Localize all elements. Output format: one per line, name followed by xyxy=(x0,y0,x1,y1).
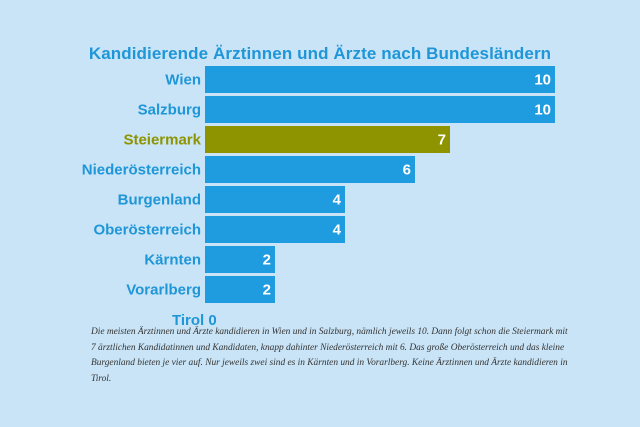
chart-caption: Die meisten Ärztinnen und Ärzte kandidie… xyxy=(91,327,568,384)
category-label: Steiermark xyxy=(123,132,201,149)
category-label: Niederösterreich xyxy=(82,162,201,179)
bar xyxy=(205,66,555,93)
bar xyxy=(205,186,345,213)
bar xyxy=(205,276,275,303)
value-label: 2 xyxy=(263,282,271,299)
category-label: Wien xyxy=(165,72,201,89)
bar xyxy=(205,96,555,123)
value-label: 7 xyxy=(438,132,446,149)
value-label: 10 xyxy=(534,102,551,119)
category-label: Salzburg xyxy=(138,102,201,119)
bar xyxy=(205,216,345,243)
category-label: Burgenland xyxy=(118,192,201,209)
bar xyxy=(205,156,415,183)
value-label: 4 xyxy=(333,192,342,209)
category-label: Tirol 0 xyxy=(172,312,217,329)
chart-title: Kandidierende Ärztinnen und Ärzte nach B… xyxy=(88,44,552,63)
value-label: 4 xyxy=(333,222,342,239)
category-label: Kärnten xyxy=(144,252,201,269)
value-label: 10 xyxy=(534,72,551,89)
category-label: Vorarlberg xyxy=(126,282,201,299)
category-label: Oberösterreich xyxy=(93,222,201,239)
bar xyxy=(205,246,275,273)
value-label: 2 xyxy=(263,252,271,269)
value-label: 6 xyxy=(403,162,411,179)
bar xyxy=(205,126,450,153)
